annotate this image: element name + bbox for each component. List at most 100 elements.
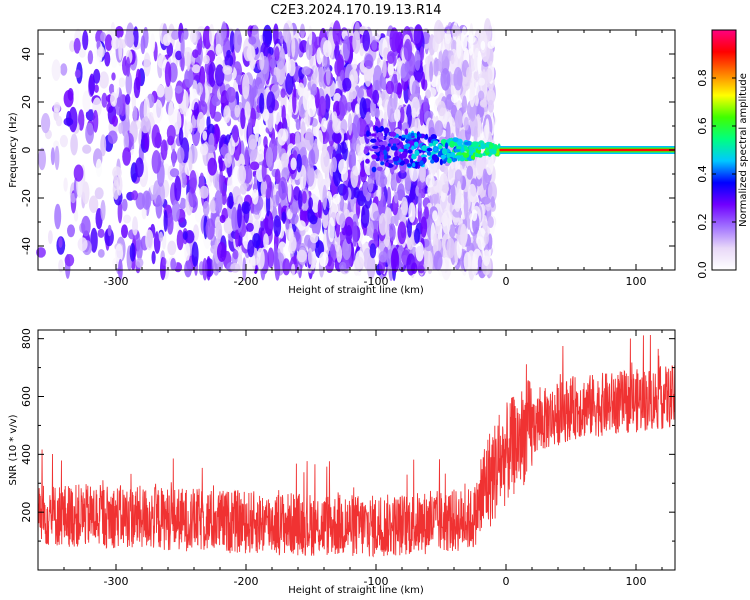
spectrogram-cell [277, 128, 287, 146]
spectrogram-cell [125, 71, 133, 96]
spectrogram-cell [480, 40, 486, 51]
snr-frame [37, 329, 676, 571]
spectrogram-cell [339, 213, 346, 229]
spectrogram-cell [92, 109, 99, 133]
spectrogram-cell [487, 99, 494, 113]
spectrogram-cell [470, 155, 475, 160]
spectrogram-cell [411, 146, 415, 151]
spectrogram-cell [468, 183, 477, 203]
spectrogram-cell [466, 149, 470, 153]
spectrogram-cell [433, 57, 439, 77]
spectrogram-cell [406, 163, 412, 168]
spectrogram-cell [463, 152, 470, 158]
spectrogram-cell [185, 107, 193, 126]
spectrogram-cell [186, 121, 193, 135]
spectrogram-cell [278, 30, 283, 40]
spectrogram-cell [342, 35, 351, 62]
spectrogram-cell [95, 158, 103, 177]
spectrogram-cell [199, 66, 206, 88]
spectrogram-cell [339, 261, 347, 272]
spectrogram-cell [419, 107, 425, 127]
spectrogram-cell [390, 248, 400, 273]
spectrogram-x-ticks: -300 -200 -100 0 100 [37, 30, 663, 288]
spectrogram-cell [461, 26, 468, 52]
snr-x-axis-title: Height of straight line (km) [288, 585, 424, 596]
spectrogram-cell [425, 133, 428, 140]
x-tick-label: 100 [626, 575, 647, 588]
spectrogram-cell [287, 178, 292, 203]
spectrogram-cell [431, 154, 438, 161]
spectrogram-cell [202, 200, 210, 217]
spectrogram-cell [180, 32, 185, 59]
y-tick-label: -40 [20, 237, 33, 255]
spectrogram-cell [207, 157, 218, 176]
spectrogram-cell [388, 159, 394, 164]
spectrogram-cell [452, 137, 459, 143]
spectrogram-cell [352, 30, 361, 54]
spectrogram-cell [427, 262, 433, 275]
spectrogram-cell [407, 149, 413, 154]
y-tick-label: 600 [20, 386, 33, 407]
spectrogram-cell [265, 146, 274, 168]
spectrogram-cell [100, 31, 107, 43]
spectrogram-cell [394, 108, 401, 123]
spectrogram-cell [419, 46, 425, 61]
spectrogram-cell [274, 46, 280, 62]
spectrogram-cell [352, 221, 358, 247]
spectrogram-cell [264, 210, 274, 237]
spectrogram-cell [122, 147, 131, 166]
spectrogram-cell [63, 117, 74, 126]
spectrogram-cell [259, 92, 265, 114]
spectrogram-cell [417, 180, 427, 189]
spectrogram-cell [308, 148, 316, 168]
spectrogram-cell [479, 154, 483, 158]
spectrogram-cell [48, 230, 53, 245]
spectrogram-cell [135, 257, 144, 268]
spectrogram-cell [371, 39, 378, 51]
x-tick-label: -100 [364, 275, 389, 288]
x-tick-label: 100 [626, 275, 647, 288]
spectrogram-cell [289, 201, 299, 214]
spectrogram-cell [190, 30, 197, 43]
spectrogram-cell [434, 140, 439, 144]
spectrogram-cell [320, 148, 330, 174]
spectrogram-cell [385, 162, 389, 167]
spectrogram-cell [294, 131, 301, 148]
spectrogram-cell [110, 92, 118, 107]
spectrogram-cell [378, 151, 385, 162]
spectrogram-cell [332, 111, 338, 129]
spectrogram-cell [116, 174, 123, 196]
spectrogram-cell [392, 156, 400, 162]
spectrogram-cell [463, 195, 469, 220]
spectrogram-cell [166, 124, 176, 142]
spectrogram-cell [269, 58, 277, 69]
spectrogram-cell [299, 165, 307, 190]
spectrogram-cell [242, 257, 247, 282]
spectrogram-cell [444, 142, 449, 150]
spectrogram-cell [449, 140, 455, 148]
spectrogram-cell [354, 256, 364, 272]
spectrogram-cell [78, 109, 85, 131]
spectrogram-cell [419, 160, 424, 167]
spectrogram-cell [408, 202, 416, 223]
spectrogram-cell [386, 186, 392, 208]
spectrogram-cell [184, 260, 192, 278]
spectrogram-cell [334, 41, 340, 61]
spectrogram-cell [414, 163, 418, 169]
spectrogram-cell [463, 252, 472, 271]
spectrogram-cell [386, 155, 392, 159]
spectrogram-cell [322, 54, 328, 68]
spectrogram-cell [383, 149, 388, 156]
spectrogram-cell [444, 111, 453, 130]
spectrogram-cell [69, 40, 76, 52]
spectrogram-cell [482, 168, 488, 191]
spectrogram-cell [256, 247, 265, 270]
spectrogram-cell [58, 259, 64, 273]
spectrogram-cell [233, 28, 242, 53]
spectrogram-cell [367, 175, 374, 193]
spectrogram-cell [186, 51, 191, 72]
spectrogram-cell [97, 249, 105, 258]
spectrogram-cell [339, 94, 348, 117]
spectrogram-cell [376, 132, 382, 137]
